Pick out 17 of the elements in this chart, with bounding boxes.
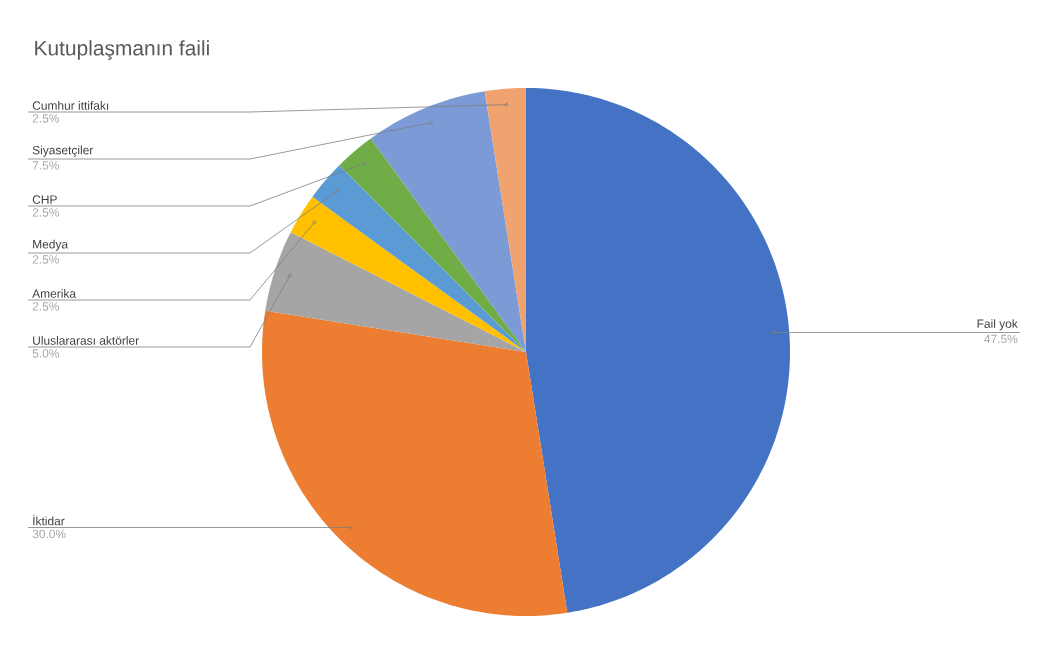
- data-label: 7.5%: [32, 161, 60, 170]
- slice-label: Amerika: [32, 289, 77, 298]
- data-label: 2.5%: [32, 255, 60, 264]
- data-label: 5.0%: [32, 349, 60, 358]
- slice-label: İktidar: [33, 514, 65, 526]
- slice-label: CHP: [32, 195, 57, 204]
- chart-title: Kutuplaşmanın faili: [35, 40, 209, 60]
- slice-label: Siyasetçiler: [32, 145, 94, 157]
- slice-label: Cumhur ittifakı: [32, 101, 109, 110]
- data-label: 30.0%: [32, 529, 66, 539]
- data-label: 2.5%: [32, 302, 60, 311]
- data-label: 2.5%: [32, 114, 60, 123]
- slice-label: Uluslararası aktörler: [33, 336, 139, 345]
- data-label: 47.5%: [984, 334, 1018, 344]
- data-label: 2.5%: [32, 208, 60, 217]
- slice-label: Medya: [33, 239, 69, 251]
- slice-label: Fail yok: [977, 319, 1018, 331]
